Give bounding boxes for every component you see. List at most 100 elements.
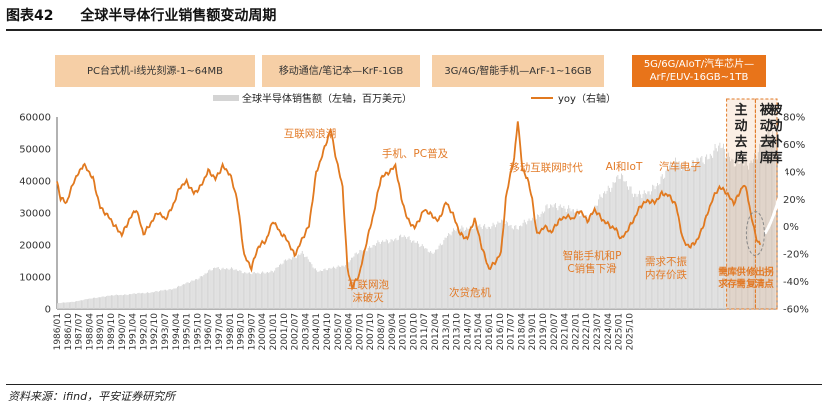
sales-bar <box>172 289 174 309</box>
annotation-char: 供 <box>735 266 746 278</box>
sales-bar <box>637 194 639 309</box>
sales-bar <box>767 128 769 309</box>
sales-bar <box>685 170 687 309</box>
sales-bar <box>190 281 192 309</box>
sales-bar <box>627 186 628 309</box>
sales-bar <box>553 204 555 309</box>
sales-bar <box>672 168 674 309</box>
sales-bar <box>65 302 67 309</box>
sales-bar <box>569 208 571 309</box>
sales-bar <box>502 220 504 309</box>
sales-bar <box>273 272 274 309</box>
sales-bar <box>591 212 592 309</box>
sales-bar <box>695 164 697 309</box>
sales-bar <box>564 208 566 309</box>
sales-bar <box>60 302 62 309</box>
sales-bar <box>79 300 81 309</box>
sales-bar <box>696 157 698 309</box>
annotation-char: 存 <box>726 278 737 290</box>
annotation-char: 出 <box>755 266 765 278</box>
sales-bar <box>69 302 70 309</box>
sales-bar <box>343 266 345 309</box>
sales-bar <box>277 267 279 309</box>
x-tick-label: 2020/07 <box>550 313 560 350</box>
sales-bar <box>420 245 422 309</box>
y-left-tick-label: 40000 <box>19 177 51 188</box>
sales-bar <box>179 286 181 309</box>
x-tick-label: 2015/04 <box>474 313 484 351</box>
sales-bar <box>245 272 247 309</box>
sales-bar <box>519 226 520 309</box>
sales-bar <box>503 224 505 309</box>
annotation-line: 需求不振 <box>645 255 687 268</box>
sales-bar <box>525 222 526 309</box>
sales-bar <box>205 273 207 309</box>
sales-bar <box>517 229 519 309</box>
sales-bar <box>303 253 304 309</box>
sales-bar <box>707 159 709 309</box>
sales-bar <box>208 270 210 309</box>
sales-bar <box>424 248 426 309</box>
sales-bar <box>103 296 105 309</box>
sales-bar <box>213 268 214 309</box>
sales-bar <box>162 290 164 309</box>
sales-bar <box>238 271 240 309</box>
sales-bar <box>570 211 572 309</box>
sales-bar <box>555 203 556 309</box>
sales-bar <box>117 294 118 309</box>
sales-bar <box>168 289 170 309</box>
annotation-line: 互联网浪潮 <box>284 127 337 140</box>
sales-bar <box>209 269 211 309</box>
sales-bar <box>85 299 87 309</box>
sales-bar <box>773 135 775 309</box>
x-tick-label: 2019/10 <box>539 313 549 351</box>
sales-bar <box>642 193 644 309</box>
x-tick-label: 1995/01 <box>183 313 193 350</box>
sales-bar <box>523 219 525 309</box>
sales-bar <box>285 259 286 309</box>
sales-bar <box>715 148 717 309</box>
sales-bar <box>439 243 441 309</box>
sales-bar <box>59 303 61 309</box>
sales-bar <box>390 239 392 309</box>
sales-bar <box>309 261 310 309</box>
annotation-char: 求 <box>718 278 728 290</box>
sales-bar <box>71 301 73 309</box>
sales-bar <box>381 241 382 309</box>
sales-bar <box>393 241 394 309</box>
sales-bar <box>241 273 243 309</box>
sales-bar <box>531 220 532 309</box>
sales-bar <box>725 157 727 309</box>
sales-bar <box>737 158 739 309</box>
sales-bar <box>514 225 516 309</box>
sales-bar <box>88 298 90 309</box>
sales-bar <box>139 293 141 309</box>
sales-bar <box>639 190 640 309</box>
sales-bar <box>460 228 462 309</box>
phase-label-char: 动 <box>769 119 782 134</box>
sales-bar <box>613 182 615 309</box>
annotation-line: 手机、PC普及 <box>382 147 449 160</box>
x-tick-label: 2004/01 <box>312 313 322 350</box>
sales-bar <box>721 147 723 309</box>
sales-bar <box>149 293 151 309</box>
sales-bar <box>131 294 133 309</box>
annotation: 互联网泡沫破灭互联网泡沫破灭 <box>347 278 389 304</box>
sales-bar <box>419 246 421 309</box>
sales-bar <box>335 268 337 309</box>
sales-bar <box>598 199 600 309</box>
sales-bar <box>214 267 216 309</box>
sales-bar <box>720 148 722 309</box>
annotation: 需求不振内存价跌需求不振内存价跌 <box>645 255 687 281</box>
sales-bar <box>336 266 338 309</box>
x-tick-label: 1992/01 <box>139 313 149 350</box>
annotation-char: 拐 <box>764 266 774 278</box>
sales-bar <box>678 161 680 309</box>
sales-bar <box>549 208 550 309</box>
annotation: 汽车电子汽车电子 <box>659 160 701 173</box>
sales-bar <box>307 259 309 309</box>
sales-bar <box>175 288 177 309</box>
sales-bar <box>247 272 249 309</box>
sales-bar <box>641 197 643 309</box>
sales-bar <box>675 157 676 309</box>
